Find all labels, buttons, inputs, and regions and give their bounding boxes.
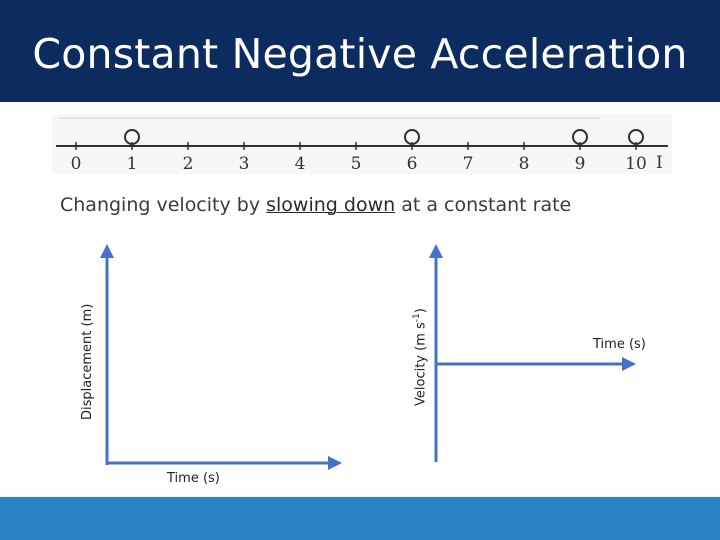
right-graph-x-arrow (622, 357, 636, 371)
number-line-tick-label: 10 (625, 154, 647, 174)
slide-subtitle: Changing velocity by slowing down at a c… (60, 194, 571, 216)
left-graph-y-arrow (100, 244, 114, 258)
number-line-tick-label: 0 (71, 154, 82, 174)
number-line-tick-label: 8 (519, 154, 530, 174)
number-line-end-label: I (656, 153, 663, 173)
number-line-tick-label: 2 (183, 154, 194, 174)
slide-title: Constant Negative Acceleration (32, 30, 688, 78)
subtitle-text-end: at a constant rate (395, 194, 572, 216)
number-line-tick-label: 3 (239, 154, 250, 174)
number-line-background (52, 114, 672, 174)
ball-marker (628, 129, 644, 145)
right-graph-y-label-sup: -1 (412, 313, 422, 323)
number-line-tick-label: 9 (575, 154, 586, 174)
number-line-tick-label: 4 (295, 154, 306, 174)
ball-marker (404, 129, 420, 145)
right-graph-y-label-base: Velocity (m s (413, 322, 429, 406)
ball-marker (572, 129, 588, 145)
number-line-tick-label: 5 (351, 154, 362, 174)
number-line-tick-label: 7 (463, 154, 474, 174)
subtitle-emphasis: slowing down (266, 194, 396, 216)
number-line-balls (124, 129, 644, 145)
right-graph-x-label: Time (s) (593, 337, 646, 352)
number-line-tick-label: 6 (407, 154, 418, 174)
right-graph-y-arrow (429, 244, 443, 258)
subtitle-text-start: Changing velocity by (60, 194, 267, 216)
left-graph-x-arrow (328, 456, 342, 470)
ball-marker (124, 129, 140, 145)
title-bar: Constant Negative Acceleration (0, 0, 720, 102)
number-line-tick-label: 1 (127, 154, 138, 174)
right-graph-y-label: Velocity (m s-1) (412, 308, 428, 406)
left-graph-x-label: Time (s) (167, 471, 220, 486)
right-graph-y-label-close: ) (413, 308, 429, 314)
footer-bar (0, 497, 720, 540)
left-graph-y-label: Displacement (m) (80, 303, 95, 420)
